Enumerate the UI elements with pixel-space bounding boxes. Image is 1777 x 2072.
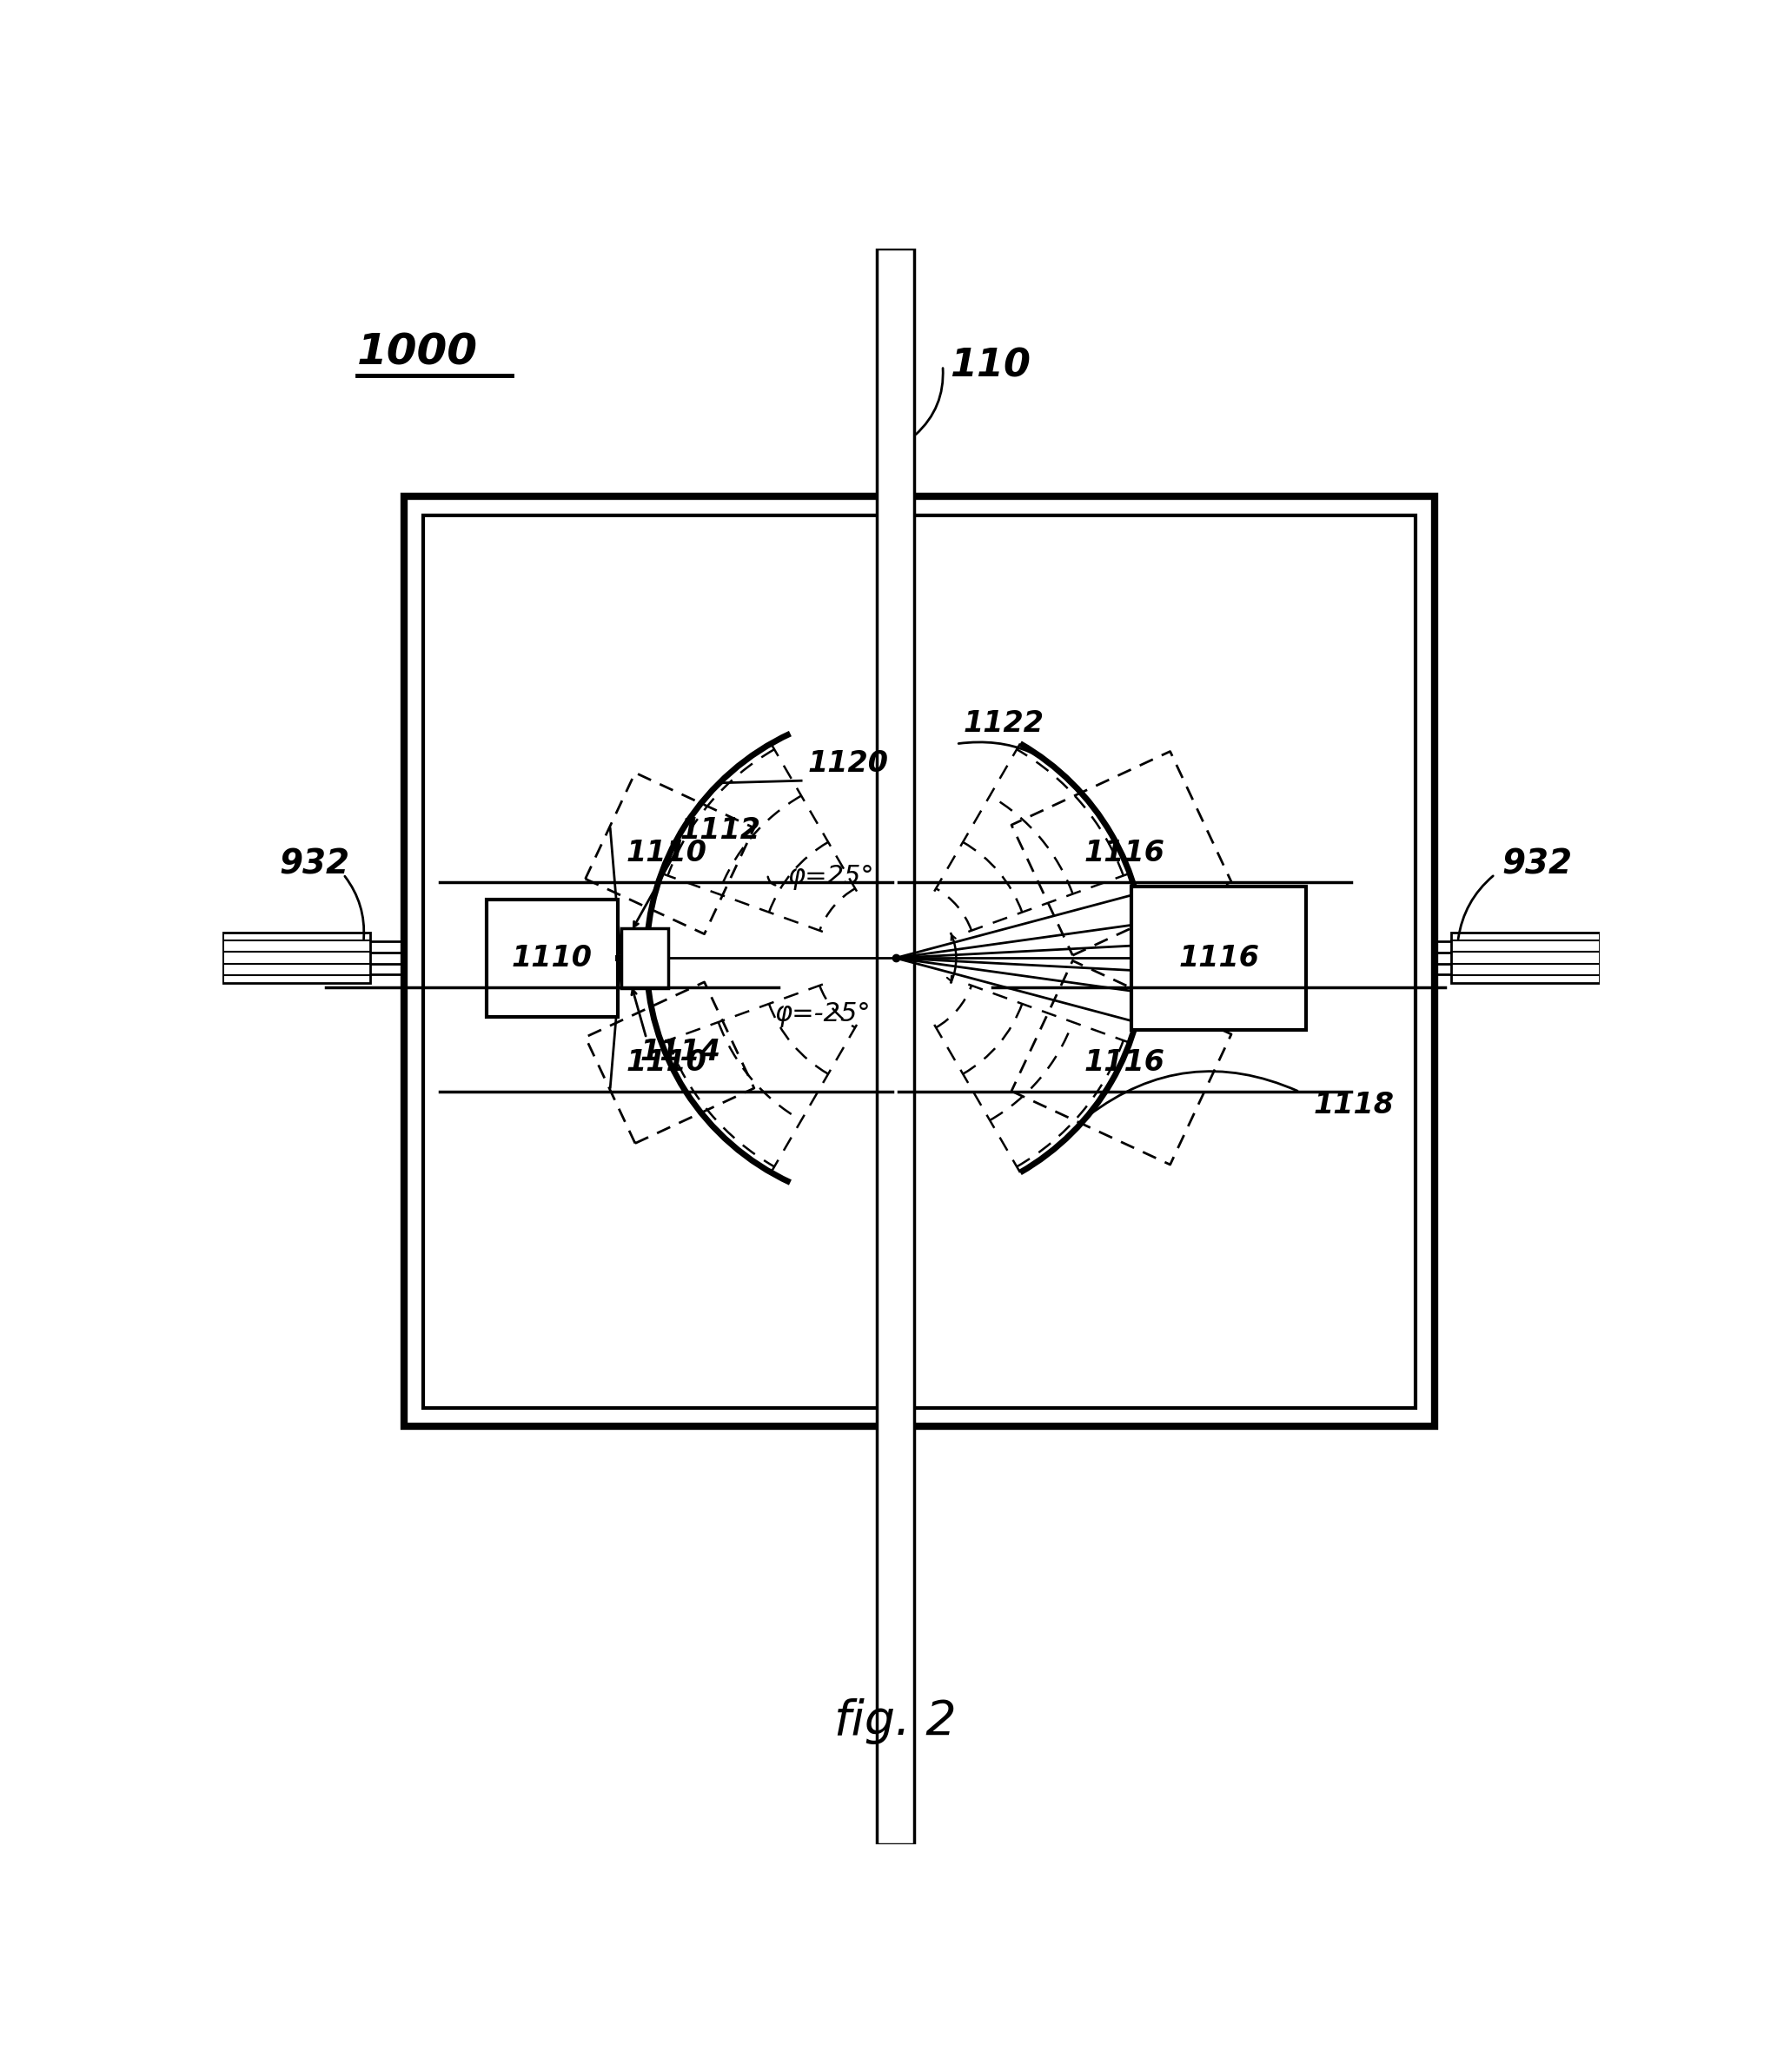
Text: 110: 110 [949,348,1031,385]
Text: 1110: 1110 [626,839,707,868]
Bar [487,899,618,1017]
Text: 1116: 1116 [1084,839,1166,868]
Bar [403,497,1434,1426]
Text: 1122: 1122 [963,709,1043,738]
Text: 1110: 1110 [626,1048,707,1077]
Text: φ=-25°: φ=-25° [775,1003,871,1028]
Text: 1000: 1000 [357,332,478,373]
Text: 1110: 1110 [512,943,592,972]
Bar [622,928,668,988]
Text: φ=25°: φ=25° [787,866,874,891]
Text: fig. 2: fig. 2 [835,1697,956,1745]
Bar [1452,932,1599,982]
Bar [222,932,370,982]
Bar [1132,887,1306,1030]
Text: 1118: 1118 [1313,1092,1393,1119]
Text: 932: 932 [1502,847,1573,881]
Bar [878,249,913,1844]
Text: 1116: 1116 [1084,1048,1166,1077]
Text: 1112: 1112 [681,816,761,845]
Bar [423,516,1416,1407]
Text: 1114: 1114 [640,1038,720,1067]
Text: 1120: 1120 [809,750,888,779]
Text: 1116: 1116 [1178,943,1260,972]
Text: 932: 932 [279,847,350,881]
